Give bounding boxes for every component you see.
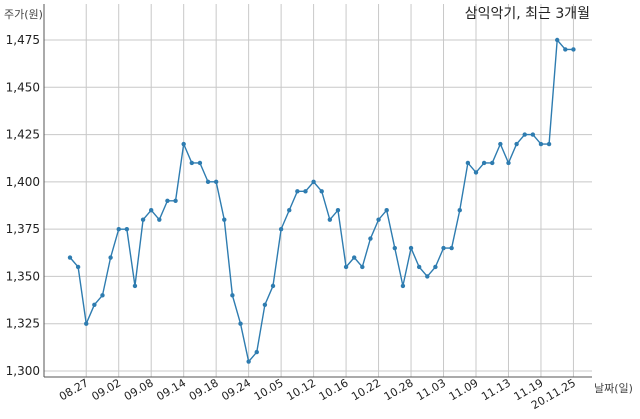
data-point [116, 226, 121, 232]
data-point [514, 141, 519, 147]
data-point [392, 245, 397, 251]
y-axis-label: 주가(원) [4, 8, 43, 21]
data-point [327, 217, 333, 222]
data-point [238, 321, 243, 326]
data-point [132, 283, 138, 289]
data-point [343, 264, 349, 270]
data-point [222, 217, 227, 222]
x-axis-label: 날짜(일) [594, 381, 633, 395]
data-point [189, 160, 194, 166]
grid [44, 4, 592, 377]
data-point [75, 264, 81, 270]
data-point [149, 208, 154, 213]
data-point [352, 255, 357, 260]
data-point [311, 179, 316, 185]
x-tick-label: 08.27 [57, 376, 91, 403]
data-point [270, 283, 276, 289]
data-point [400, 283, 406, 289]
data-point [571, 47, 576, 52]
data-point [416, 264, 422, 270]
data-point [287, 208, 292, 213]
price-line [69, 38, 574, 364]
data-point [100, 293, 105, 298]
data-point [254, 349, 259, 355]
data-point [140, 217, 146, 222]
data-point [92, 302, 97, 307]
data-point [262, 302, 268, 307]
data-point [360, 264, 365, 270]
data-point [197, 160, 203, 166]
axes [43, 4, 592, 378]
data-point [498, 141, 503, 147]
data-point [457, 208, 462, 213]
data-point [303, 189, 308, 194]
data-point [108, 255, 113, 260]
data-point [319, 189, 324, 194]
data-point [67, 255, 73, 260]
data-point [465, 160, 471, 166]
x-tick-label: 10.22 [349, 376, 383, 403]
y-tick-label: 1,300 [6, 364, 40, 378]
x-tick-label: 10.12 [284, 376, 318, 403]
data-point [555, 37, 560, 43]
x-tick-label: 11.09 [447, 376, 481, 403]
data-point [230, 293, 235, 298]
y-tick-label: 1,425 [6, 128, 40, 142]
data-point [335, 208, 341, 213]
price-points [67, 37, 576, 364]
data-point [278, 226, 284, 232]
data-point [124, 226, 130, 232]
x-tick-label: 11.13 [479, 376, 513, 403]
data-point [433, 264, 438, 270]
data-point [530, 132, 536, 137]
data-point [481, 160, 487, 166]
data-point [213, 179, 219, 185]
data-point [165, 198, 170, 203]
y-tick-label: 1,400 [6, 175, 40, 189]
data-point [506, 160, 511, 166]
y-tick-labels: 1,300 1,325 1,350 1,375 1,400 1,425 1,450 1,475 [6, 33, 40, 378]
data-point [449, 245, 454, 251]
data-point [246, 359, 251, 364]
data-point [205, 179, 211, 185]
data-point [376, 217, 381, 222]
data-point [563, 47, 568, 52]
data-point [490, 160, 495, 166]
data-point [295, 189, 300, 194]
x-tick-label: 10.05 [252, 376, 286, 403]
y-tick-label: 1,450 [6, 80, 40, 94]
data-point [473, 170, 479, 175]
x-tick-label: 11.03 [414, 376, 448, 403]
y-tick-label: 1,350 [6, 269, 40, 283]
y-tick-label: 1,325 [6, 317, 40, 331]
x-tick-label: 10.16 [317, 376, 351, 403]
x-tick-label: 10.28 [382, 376, 416, 403]
data-point [157, 217, 162, 222]
data-point [425, 274, 430, 279]
x-tick-label: 09.02 [89, 376, 123, 403]
data-point [84, 321, 89, 326]
data-point [522, 132, 527, 137]
y-tick-label: 1,375 [6, 222, 40, 236]
data-point [368, 236, 373, 241]
x-tick-labels: 08.2709.0209.0809.1409.1809.2410.0510.12… [57, 376, 578, 412]
data-point [538, 141, 544, 147]
data-point [546, 141, 552, 147]
y-tick-label: 1,475 [6, 33, 40, 47]
x-tick-label: 09.08 [122, 376, 156, 403]
data-point [384, 208, 389, 213]
x-tick-label: 09.14 [154, 376, 188, 403]
x-tick-label: 09.24 [219, 376, 253, 403]
data-point [441, 245, 446, 251]
price-series [69, 38, 574, 364]
data-point [181, 141, 186, 147]
data-point [173, 198, 178, 203]
x-tick-label: 09.18 [187, 376, 221, 403]
data-point [408, 245, 414, 251]
chart-title: 삼익악기, 최근 3개월 [465, 6, 590, 22]
